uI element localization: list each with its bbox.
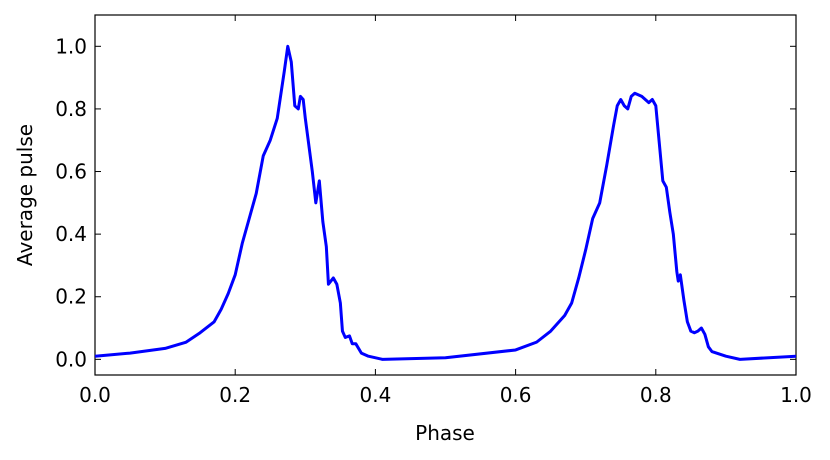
x-tick-label: 0.6 [500,383,532,407]
x-axis-label: Phase [415,421,475,445]
x-tick-label: 0.2 [219,383,251,407]
y-tick-label: 0.2 [55,285,87,309]
x-tick-label: 0.0 [79,383,111,407]
x-tick-label: 1.0 [780,383,812,407]
y-axis-label: Average pulse [13,124,37,266]
y-tick-label: 0.4 [55,222,87,246]
y-tick-label: 0.0 [55,347,87,371]
pulse-line [94,44,797,361]
plot-frame [94,14,797,376]
y-tick-label: 1.0 [55,34,87,58]
x-tick-label: 0.8 [640,383,672,407]
x-tick-label: 0.4 [359,383,391,407]
y-tick-label: 0.6 [55,160,87,184]
y-tick-label: 0.8 [55,97,87,121]
